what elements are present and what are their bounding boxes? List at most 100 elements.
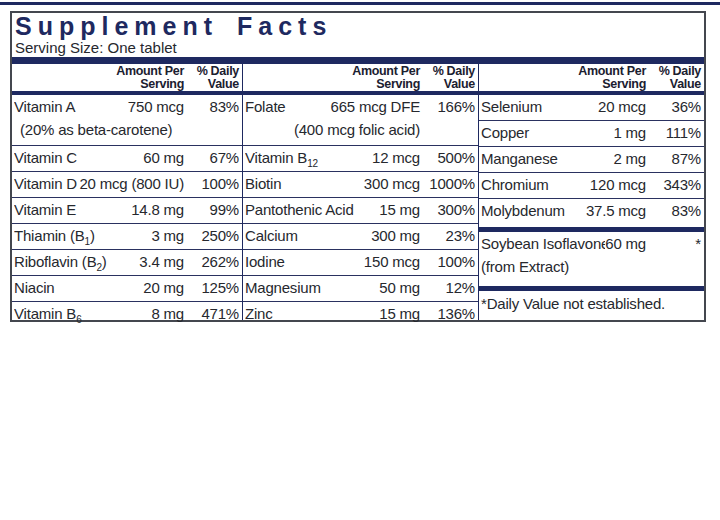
nutrient-amount: 20 mcg (800 IU) bbox=[79, 172, 184, 197]
rows-trace-minerals: Selenium 20 mcg 36% Copper 1 mg 111% Man… bbox=[479, 95, 704, 224]
nutrient-daily-value: 100% bbox=[184, 172, 239, 197]
nutrient-name: Folate bbox=[245, 95, 331, 120]
thick-divider-bar bbox=[12, 57, 704, 64]
nutrient-row-vitamin-c: Vitamin C 60 mg 67% bbox=[12, 145, 242, 171]
nutrient-amount: 150 mcg bbox=[364, 250, 420, 275]
nutrient-daily-value: 262% bbox=[184, 250, 239, 275]
nutrient-row-biotin: Biotin 300 mcg 1000% bbox=[243, 171, 478, 197]
nutrient-amount: 750 mcg bbox=[128, 95, 184, 120]
percent-daily-value-header: % Daily Value bbox=[420, 65, 475, 90]
nutrient-row-iodine: Iodine 150 mcg 100% bbox=[243, 249, 478, 275]
panel-title: Supplement Facts bbox=[15, 14, 704, 38]
nutrient-name: Calcium bbox=[245, 224, 371, 249]
nutrient-daily-value: 100% bbox=[420, 250, 475, 275]
nutrient-name: Vitamin A bbox=[14, 95, 128, 120]
nutrient-amount: 15 mg bbox=[379, 198, 420, 223]
nutrient-daily-value: 343% bbox=[646, 173, 701, 198]
nutrient-name: Niacin bbox=[14, 276, 143, 301]
nutrient-amount: 2 mg bbox=[613, 147, 646, 172]
nutrient-amount: 15 mg bbox=[379, 302, 420, 327]
nutrient-row-copper: Copper 1 mg 111% bbox=[479, 120, 704, 146]
nutrient-daily-value: 23% bbox=[420, 224, 475, 249]
nutrient-row-folate: Folate 665 mcg DFE 166% (400 mcg folic a… bbox=[243, 95, 478, 145]
nutrient-row-vitamin-b6: Vitamin B6 8 mg 471% bbox=[12, 301, 242, 327]
nutrient-row-vitamin-e: Vitamin E 14.8 mg 99% bbox=[12, 197, 242, 223]
column-header: Amount Per Serving % Daily Value bbox=[479, 64, 704, 91]
nutrient-daily-value: 99% bbox=[184, 198, 239, 223]
nutrient-row-niacin: Niacin 20 mg 125% bbox=[12, 275, 242, 301]
column-header: Amount Per Serving % Daily Value bbox=[243, 64, 478, 91]
nutrient-name: Molybdenum bbox=[481, 199, 586, 224]
nutrient-name: Iodine bbox=[245, 250, 364, 275]
nutrient-amount: 3 mg bbox=[151, 224, 184, 249]
nutrient-amount: 50 mg bbox=[379, 276, 420, 301]
column-vitamins: Amount Per Serving % Daily Value Vitamin… bbox=[12, 64, 242, 320]
nutrient-amount: 37.5 mcg bbox=[586, 199, 646, 224]
nutrient-row-calcium: Calcium 300 mg 23% bbox=[243, 223, 478, 249]
nutrient-name: Vitamin C bbox=[14, 146, 143, 171]
nutrient-name: Vitamin E bbox=[14, 198, 131, 223]
nutrient-name: Chromium bbox=[481, 173, 590, 198]
nutrient-name: Vitamin B6 bbox=[14, 302, 151, 327]
percent-daily-value-header: % Daily Value bbox=[184, 65, 239, 90]
nutrient-amount: 1 mg bbox=[613, 121, 646, 146]
nutrient-name: Soybean Isoflavones bbox=[481, 232, 605, 257]
nutrient-row-chromium: Chromium 120 mcg 343% bbox=[479, 172, 704, 198]
nutrient-name: Vitamin B12 bbox=[245, 146, 372, 171]
nutrient-row-zinc: Zinc 15 mg 136% bbox=[243, 301, 478, 327]
nutrient-row-selenium: Selenium 20 mcg 36% bbox=[479, 95, 704, 120]
nutrient-amount: 300 mcg bbox=[364, 172, 420, 197]
top-rule bbox=[0, 2, 720, 5]
nutrient-name: Biotin bbox=[245, 172, 364, 197]
nutrient-amount: 12 mcg bbox=[372, 146, 420, 171]
amount-per-serving-header: Amount Per Serving bbox=[578, 65, 646, 90]
nutrient-amount: 20 mcg bbox=[598, 95, 646, 120]
nutrient-note: (20% as beta-carotene) bbox=[12, 120, 242, 140]
nutrient-daily-value: 12% bbox=[420, 276, 475, 301]
nutrient-daily-value: 471% bbox=[184, 302, 239, 327]
nutrient-row-vitamin-d: Vitamin D 20 mcg (800 IU) 100% bbox=[12, 171, 242, 197]
amount-per-serving-header: Amount Per Serving bbox=[352, 65, 420, 90]
serving-size: Serving Size: One tablet bbox=[15, 39, 704, 56]
nutrient-name: Copper bbox=[481, 121, 613, 146]
daily-value-footnote: *Daily Value not established. bbox=[479, 291, 704, 312]
nutrient-name: Vitamin D bbox=[14, 172, 79, 197]
nutrient-name: Zinc bbox=[245, 302, 379, 327]
nutrient-daily-value: 136% bbox=[420, 302, 475, 327]
nutrient-name: Pantothenic Acid bbox=[245, 198, 379, 223]
nutrient-row-vitamin-a: Vitamin A 750 mcg 83% (20% as beta-carot… bbox=[12, 95, 242, 145]
nutrient-daily-value: 83% bbox=[646, 199, 701, 224]
nutrient-note: (400 mcg folic acid) bbox=[243, 120, 478, 140]
rows-bvitamins: Folate 665 mcg DFE 166% (400 mcg folic a… bbox=[243, 95, 478, 327]
nutrient-amount: 300 mg bbox=[371, 224, 420, 249]
nutrient-daily-value: 166% bbox=[420, 95, 475, 120]
nutrient-name: Manganese bbox=[481, 147, 613, 172]
panel-header: Supplement Facts Serving Size: One table… bbox=[12, 13, 704, 56]
nutrient-amount: 60 mg bbox=[605, 232, 646, 257]
nutrient-daily-value: 111% bbox=[646, 121, 701, 146]
nutrient-row-manganese: Manganese 2 mg 87% bbox=[479, 146, 704, 172]
nutrient-amount: 20 mg bbox=[143, 276, 184, 301]
nutrient-name: Selenium bbox=[481, 95, 598, 120]
nutrient-name: Thiamin (B1) bbox=[14, 224, 151, 249]
nutrient-daily-value: 36% bbox=[646, 95, 701, 120]
nutrient-row-thiamin: Thiamin (B1) 3 mg 250% bbox=[12, 223, 242, 249]
supplement-facts-panel: Supplement Facts Serving Size: One table… bbox=[10, 11, 706, 322]
amount-per-serving-header: Amount Per Serving bbox=[116, 65, 184, 90]
nutrient-amount: 14.8 mg bbox=[131, 198, 184, 223]
column-bvitamins-minerals: Amount Per Serving % Daily Value Folate … bbox=[242, 64, 478, 320]
nutrient-columns: Amount Per Serving % Daily Value Vitamin… bbox=[12, 64, 704, 320]
nutrient-daily-value: 500% bbox=[420, 146, 475, 171]
nutrient-daily-value: 83% bbox=[184, 95, 239, 120]
nutrient-note: (from Extract) bbox=[479, 257, 704, 277]
nutrient-daily-value: 1000% bbox=[420, 172, 475, 197]
nutrient-row-vitamin-b12: Vitamin B12 12 mcg 500% bbox=[243, 145, 478, 171]
nutrient-daily-value: 125% bbox=[184, 276, 239, 301]
nutrient-daily-value: 250% bbox=[184, 224, 239, 249]
nutrient-name: Riboflavin (B2) bbox=[14, 250, 139, 275]
nutrient-row-magnesium: Magnesium 50 mg 12% bbox=[243, 275, 478, 301]
isoflavones-block: Soybean Isoflavones 60 mg * (from Extrac… bbox=[479, 224, 704, 312]
nutrient-amount: 3.4 mg bbox=[139, 250, 184, 275]
nutrient-row-riboflavin: Riboflavin (B2) 3.4 mg 262% bbox=[12, 249, 242, 275]
column-trace-minerals: Amount Per Serving % Daily Value Seleniu… bbox=[478, 64, 704, 320]
